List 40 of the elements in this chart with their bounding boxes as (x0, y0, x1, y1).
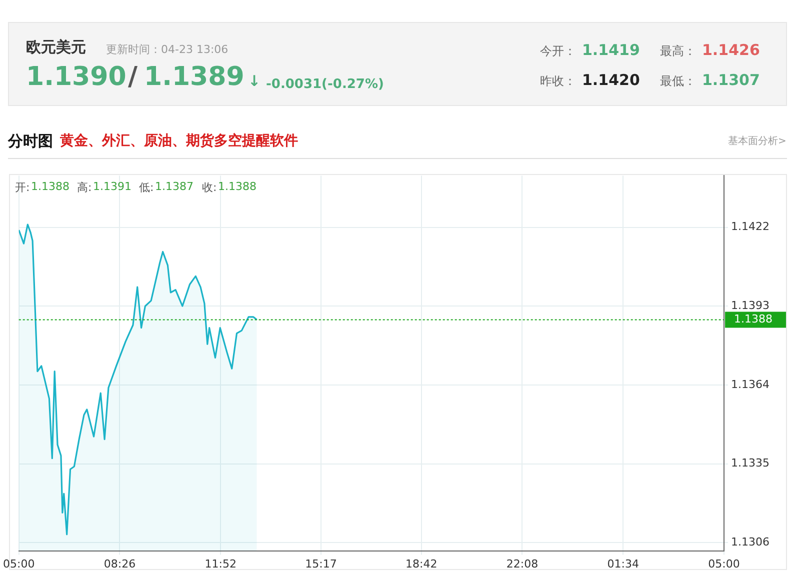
y-tick-label: 1.1422 (731, 220, 770, 234)
text: 1.1419 (582, 41, 640, 59)
y-tick-label: 1.1393 (731, 298, 770, 312)
annotation: 低: (139, 180, 154, 195)
annotation: 收: (202, 180, 217, 195)
x-tick-label: 05:00 (3, 557, 35, 570)
text: 1.1420 (582, 71, 640, 89)
text: ↓ (248, 72, 261, 90)
annotation: 1.1388 (31, 180, 70, 193)
text: 1.1389 (144, 62, 244, 92)
x-tick-label: 11:52 (204, 557, 236, 570)
annotation: 高: (77, 180, 92, 195)
x-tick-label: 15:17 (305, 557, 337, 570)
text: 1.1307 (702, 71, 760, 89)
annotation: 1.1391 (93, 180, 132, 193)
y-tick-label: 1.1364 (731, 378, 770, 391)
x-tick-label: 01:34 (607, 557, 639, 570)
ref-line-label: 1.1388 (734, 312, 772, 326)
x-tick-label: 22:08 (506, 557, 538, 570)
text: 最低： (660, 73, 696, 90)
y-tick-label: 1.1306 (731, 536, 770, 549)
text: 最高： (660, 43, 696, 60)
text: 黄金、外汇、原油、期货多空提醒软件 (60, 132, 298, 150)
x-tick-label: 08:26 (104, 557, 136, 570)
text: 1.1426 (702, 41, 760, 59)
y-tick-label: 1.1335 (731, 456, 770, 470)
text: 分时图 (8, 132, 53, 151)
text: 昨收： (540, 73, 576, 90)
text: 基本面分析> (728, 134, 786, 148)
text: 1.1390 (26, 62, 126, 92)
text: / (128, 62, 138, 92)
chart-subtitle: 更新时间：04-23 13:06 (106, 42, 228, 57)
x-tick-label: 18:42 (406, 557, 438, 570)
text: -0.0031(-0.27%) (266, 77, 384, 92)
chart-title: 欧元美元 (26, 38, 86, 57)
text: 今开： (540, 43, 576, 60)
annotation: 1.1388 (218, 180, 256, 193)
annotation: 1.1387 (155, 180, 194, 193)
x-tick-label: 05:00 (708, 557, 740, 570)
annotation: 开: (15, 180, 30, 195)
